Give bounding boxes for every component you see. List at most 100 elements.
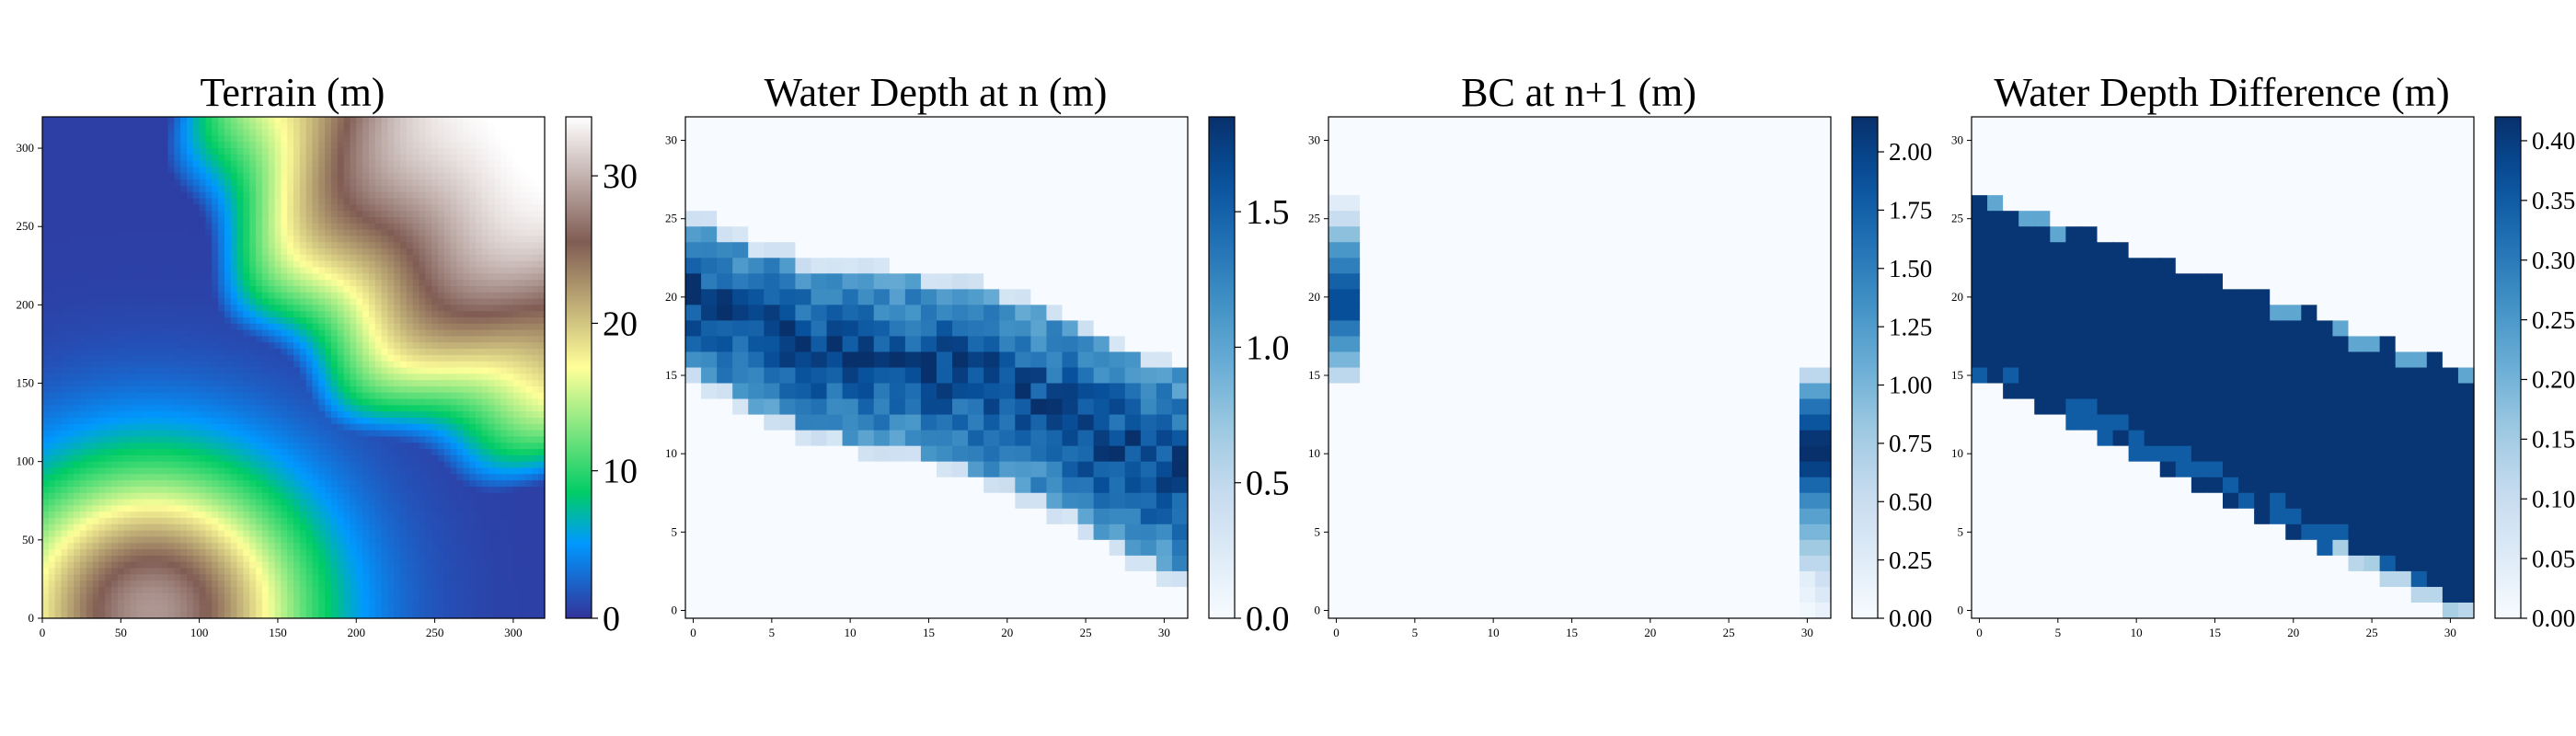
heat-cell: [494, 129, 501, 137]
heat-cell: [431, 336, 439, 343]
heat-cell: [456, 449, 464, 456]
heat-cell: [312, 411, 319, 419]
heat-cell: [230, 392, 238, 400]
heat-cell: [236, 142, 244, 149]
heat-cell: [224, 285, 232, 293]
heat-cell: [406, 317, 414, 325]
heat-cell: [469, 317, 477, 325]
heat-cell: [236, 329, 244, 338]
heat-cell: [431, 492, 439, 500]
heat-cell: [469, 329, 477, 338]
heat-cell: [437, 443, 445, 450]
heat-cell: [356, 392, 363, 400]
heat-cell: [412, 135, 420, 143]
heat-cell: [443, 492, 452, 500]
heat-cell: [92, 323, 100, 331]
heat-cell: [205, 454, 213, 463]
heat-cell: [42, 430, 50, 438]
heat-cell: [394, 480, 401, 488]
heat-cell: [42, 374, 50, 381]
heat-cell: [199, 492, 207, 500]
heat-cell: [123, 405, 132, 412]
heat-cell: [387, 342, 395, 350]
heat-cell: [512, 480, 521, 488]
heat-cell: [98, 380, 106, 387]
heat-cell: [305, 317, 314, 325]
heat-cell: [149, 486, 156, 494]
heat-cell: [205, 492, 213, 500]
heat-cell: [488, 285, 495, 293]
heat-cell: [299, 349, 307, 356]
heat-cell: [48, 242, 56, 249]
heat-cell: [61, 122, 68, 131]
heat-cell: [450, 292, 458, 300]
heat-cell: [123, 198, 132, 205]
heat-cell: [79, 374, 87, 381]
heat-cell: [218, 354, 225, 362]
heat-cell: [431, 323, 439, 331]
heat-cell: [406, 273, 414, 281]
heat-cell: [268, 242, 276, 249]
heat-cell: [494, 223, 501, 231]
heat-cell: [218, 160, 225, 168]
heat-cell: [330, 317, 339, 325]
heat-cell: [174, 117, 181, 124]
heat-cell: [425, 418, 432, 425]
heat-cell: [243, 236, 250, 243]
heat-cell: [143, 142, 150, 149]
heat-cell: [287, 292, 294, 300]
heat-cell: [443, 198, 452, 205]
heat-cell: [98, 374, 106, 381]
heat-cell: [419, 443, 426, 450]
heat-cell: [218, 361, 225, 369]
heat-cell: [356, 267, 363, 274]
heat-cell: [167, 354, 175, 362]
heat-cell: [281, 454, 288, 463]
heat-cell: [412, 380, 420, 387]
heat-cell: [67, 211, 75, 218]
heat-cell: [475, 191, 483, 200]
heat-cell: [443, 418, 452, 425]
heat-cell: [48, 179, 56, 187]
heat-cell: [532, 418, 539, 425]
heat-cell: [98, 185, 106, 193]
heat-cell: [174, 461, 181, 469]
heat-cell: [243, 129, 250, 137]
heat-cell: [67, 398, 75, 406]
heat-cell: [161, 449, 169, 456]
heat-cell: [387, 329, 395, 338]
heat-cell: [519, 311, 527, 318]
heat-cell: [174, 336, 181, 343]
heat-cell: [494, 436, 501, 443]
heat-cell: [86, 385, 94, 394]
heat-cell: [268, 217, 276, 224]
heat-cell: [356, 436, 363, 443]
heat-cell: [507, 443, 514, 450]
heat-cell: [463, 367, 470, 374]
heat-cell: [325, 285, 332, 293]
heat-cell: [419, 349, 426, 356]
heat-cell: [519, 280, 527, 287]
heat-cell: [362, 154, 370, 162]
heat-cell: [343, 374, 351, 381]
heat-cell: [111, 160, 119, 168]
heat-cell: [287, 204, 294, 212]
heat-cell: [155, 311, 163, 318]
heat-cell: [431, 173, 439, 180]
heat-cell: [256, 273, 263, 281]
heat-cell: [437, 254, 445, 262]
heat-cell: [274, 167, 282, 174]
heat-cell: [431, 185, 439, 193]
heat-cell: [412, 179, 420, 187]
heat-cell: [74, 505, 81, 512]
heat-cell: [374, 204, 383, 212]
heat-cell: [525, 323, 533, 331]
heat-cell: [450, 160, 458, 168]
heat-cell: [425, 423, 432, 431]
heat-cell: [287, 461, 294, 469]
heat-cell: [387, 185, 395, 193]
heat-cell: [538, 449, 546, 456]
heat-cell: [161, 392, 169, 400]
heat-cell: [174, 367, 181, 374]
heat-cell: [519, 185, 527, 193]
